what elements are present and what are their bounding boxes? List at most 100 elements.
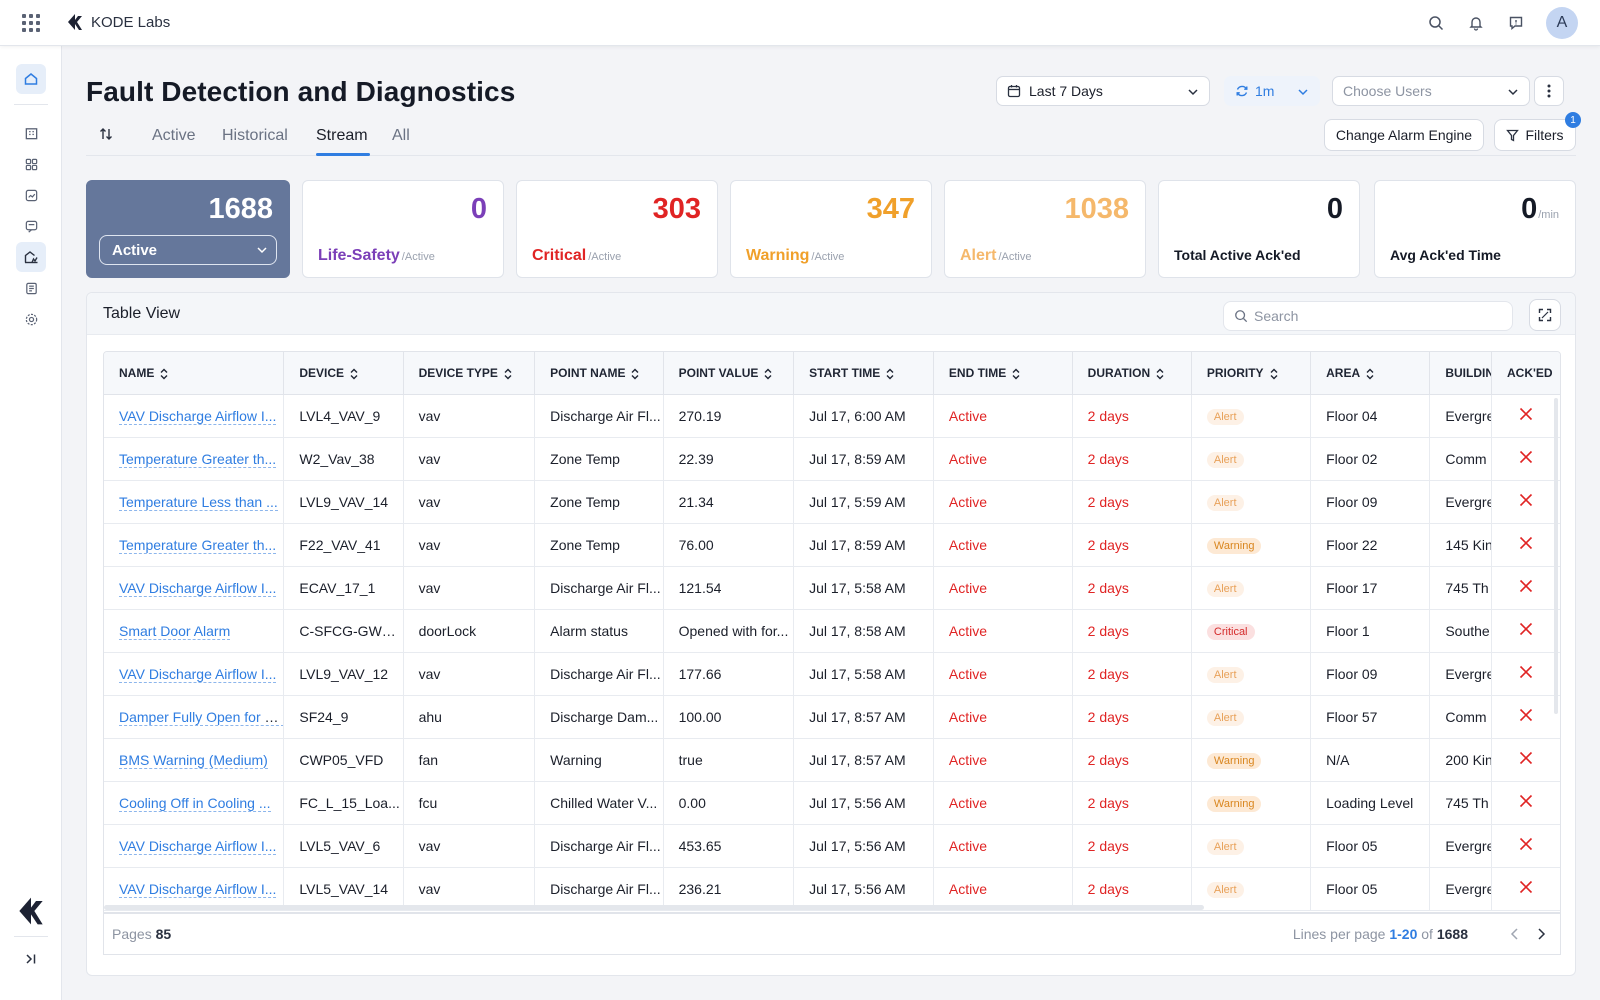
next-page-icon[interactable]	[1536, 927, 1546, 944]
change-alarm-engine-button[interactable]: Change Alarm Engine	[1324, 119, 1484, 151]
cell-acked[interactable]	[1491, 652, 1560, 696]
alarm-name-link[interactable]: VAV Discharge Airflow I...	[119, 579, 277, 597]
alarm-name-link[interactable]: Temperature Greater th...	[119, 536, 277, 554]
table-row[interactable]: Cooling Off in Cooling ... FC_L_15_Loa...…	[104, 781, 1560, 825]
alarm-name-link[interactable]: VAV Discharge Airflow I...	[119, 837, 277, 855]
cell-acked[interactable]	[1491, 394, 1560, 438]
vertical-scrollbar[interactable]	[1554, 398, 1558, 714]
cell-acked[interactable]	[1491, 480, 1560, 524]
table-row[interactable]: Temperature Greater th... W2_Vav_38 vav Zon…	[104, 437, 1560, 481]
not-acked-x-icon[interactable]	[1519, 708, 1533, 722]
sidebar-item-buildings[interactable]	[16, 118, 46, 148]
sidebar-item-analytics[interactable]	[16, 180, 46, 210]
sort-icon[interactable]	[1270, 368, 1278, 380]
search-icon[interactable]	[1426, 13, 1446, 33]
sidebar-item-apps[interactable]	[16, 149, 46, 179]
not-acked-x-icon[interactable]	[1519, 751, 1533, 765]
table-row[interactable]: VAV Discharge Airflow I... LVL9_VAV_12 vav…	[104, 652, 1560, 696]
alarm-name-link[interactable]: VAV Discharge Airflow I...	[119, 880, 277, 898]
not-acked-x-icon[interactable]	[1519, 407, 1533, 421]
alarm-name-link[interactable]: VAV Discharge Airflow I...	[119, 665, 277, 683]
not-acked-x-icon[interactable]	[1519, 837, 1533, 851]
tab-stream[interactable]: Stream	[316, 127, 368, 144]
sidebar-item-reports[interactable]	[16, 273, 46, 303]
sort-icon[interactable]	[1156, 368, 1164, 380]
column-header-device-type[interactable]: DEVICE TYPE	[403, 352, 536, 395]
stat-card-alert[interactable]: 1038 Alert/Active	[944, 180, 1146, 278]
stat-card-active[interactable]: 1688 Active	[86, 180, 290, 278]
stat-card-critical[interactable]: 303 Critical/Active	[516, 180, 718, 278]
prev-page-icon[interactable]	[1510, 927, 1520, 944]
sidebar-item-home[interactable]	[16, 64, 46, 94]
alarm-name-link[interactable]: BMS Warning (Medium)	[119, 751, 268, 769]
table-row[interactable]: Temperature Greater th... F22_VAV_41 vav Zo…	[104, 523, 1560, 567]
column-header-point-name[interactable]: POINT NAME	[534, 352, 664, 395]
column-header-name[interactable]: NAME	[104, 352, 285, 395]
date-range-select[interactable]: Last 7 Days	[996, 76, 1210, 106]
column-header-priority[interactable]: PRIORITY	[1191, 352, 1312, 395]
lines-range[interactable]: 1-20	[1389, 926, 1418, 942]
column-header-building[interactable]: BUILDIN	[1429, 352, 1492, 395]
search-input[interactable]	[1254, 308, 1494, 324]
cell-acked[interactable]	[1491, 867, 1560, 911]
chat-icon[interactable]	[1506, 13, 1526, 33]
sort-icon[interactable]	[160, 368, 168, 380]
brand-logo[interactable]: KODE Labs	[66, 13, 170, 31]
column-header-end-time[interactable]: END TIME	[933, 352, 1073, 395]
sort-icon[interactable]	[631, 368, 639, 380]
alarm-name-link[interactable]: Cooling Off in Cooling ...	[119, 794, 271, 812]
sidebar-item-settings[interactable]	[16, 304, 46, 334]
status-select[interactable]: Active	[99, 235, 277, 265]
column-header-duration[interactable]: DURATION	[1072, 352, 1192, 395]
fullscreen-button[interactable]	[1529, 299, 1561, 331]
grid-icon[interactable]	[22, 14, 40, 32]
table-row[interactable]: BMS Warning (Medium) CWP05_VFD fan Warning t…	[104, 738, 1560, 782]
refresh-interval-select[interactable]: 1m	[1224, 76, 1320, 106]
table-row[interactable]: VAV Discharge Airflow I... ECAV_17_1 vav Di…	[104, 566, 1560, 610]
not-acked-x-icon[interactable]	[1519, 622, 1533, 636]
sort-icon[interactable]	[350, 368, 358, 380]
alarm-name-link[interactable]: VAV Discharge Airflow I...	[119, 407, 277, 425]
table-row[interactable]: VAV Discharge Airflow I... LVL4_VAV_9 vav D…	[104, 394, 1560, 438]
tab-active[interactable]: Active	[152, 127, 196, 144]
sort-icon[interactable]	[886, 368, 894, 380]
column-header-device[interactable]: DEVICE	[283, 352, 404, 395]
cell-acked[interactable]	[1491, 566, 1560, 610]
avatar[interactable]: A	[1546, 7, 1578, 39]
column-header-start-time[interactable]: START TIME	[793, 352, 934, 395]
expand-sidebar-button[interactable]	[16, 944, 46, 974]
not-acked-x-icon[interactable]	[1519, 880, 1533, 894]
column-header-area[interactable]: AREA	[1310, 352, 1431, 395]
alarm-name-link[interactable]: Smart Door Alarm	[119, 622, 231, 640]
filters-button[interactable]: Filters 1	[1494, 112, 1581, 151]
not-acked-x-icon[interactable]	[1519, 794, 1533, 808]
cell-acked[interactable]	[1491, 824, 1560, 868]
column-header-point-value[interactable]: POINT VALUE	[663, 352, 795, 395]
not-acked-x-icon[interactable]	[1519, 579, 1533, 593]
cell-acked[interactable]	[1491, 437, 1560, 481]
stat-card-warning[interactable]: 347 Warning/Active	[730, 180, 932, 278]
stat-card-life-safety[interactable]: 0 Life-Safety/Active	[302, 180, 504, 278]
sidebar-item-tasks[interactable]	[16, 211, 46, 241]
table-row[interactable]: VAV Discharge Airflow I... LVL5_VAV_14 vav…	[104, 867, 1560, 911]
cell-acked[interactable]	[1491, 609, 1560, 653]
more-options-button[interactable]	[1534, 76, 1564, 106]
not-acked-x-icon[interactable]	[1519, 493, 1533, 507]
cell-acked[interactable]	[1491, 695, 1560, 739]
tab-all[interactable]: All	[392, 127, 410, 144]
alarm-name-link[interactable]: Temperature Less than ...	[119, 493, 278, 511]
column-header-acked[interactable]: ACK'ED	[1491, 352, 1560, 395]
sidebar-item-fdd[interactable]	[16, 242, 46, 272]
table-row[interactable]: Damper Fully Open for L... SF24_9 ahu Disch…	[104, 695, 1560, 739]
not-acked-x-icon[interactable]	[1519, 536, 1533, 550]
sort-toggle-icon[interactable]	[98, 126, 114, 145]
cell-acked[interactable]	[1491, 738, 1560, 782]
not-acked-x-icon[interactable]	[1519, 450, 1533, 464]
sidebar-kode-logo[interactable]	[14, 894, 48, 928]
bell-icon[interactable]	[1466, 13, 1486, 33]
choose-users-select[interactable]: Choose Users	[1332, 76, 1530, 106]
table-row[interactable]: Smart Door Alarm C-SFCG-GWL-... doorLock Al…	[104, 609, 1560, 653]
tab-historical[interactable]: Historical	[222, 127, 288, 144]
table-row[interactable]: VAV Discharge Airflow I... LVL5_VAV_6 vav D…	[104, 824, 1560, 868]
alarm-name-link[interactable]: Temperature Greater th...	[119, 450, 277, 468]
